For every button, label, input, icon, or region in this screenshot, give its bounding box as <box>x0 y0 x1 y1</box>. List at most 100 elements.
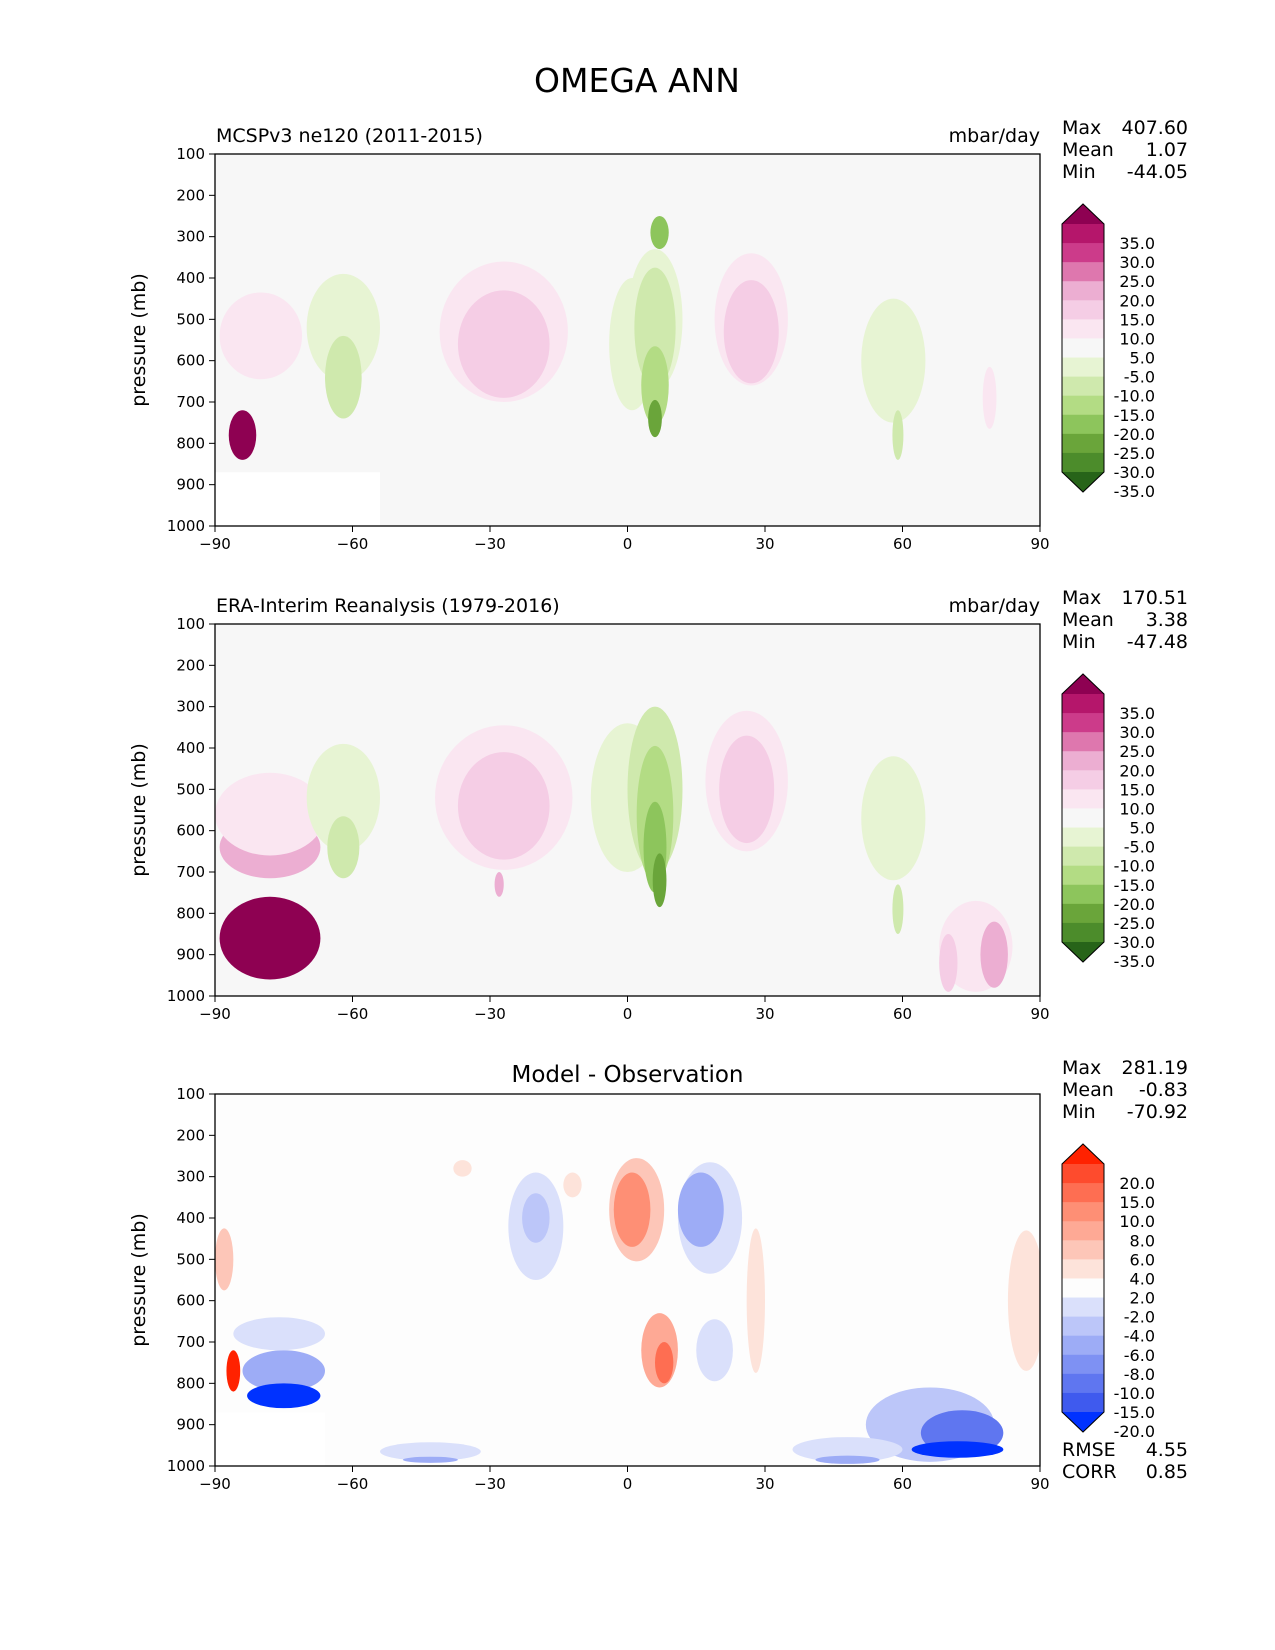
stat-value: -47.48 <box>1127 631 1188 653</box>
colorbar-cell <box>1062 224 1104 244</box>
colorbar-label: 35.0 <box>1119 234 1155 253</box>
y-axis-label: pressure (mb) <box>128 1213 150 1347</box>
contour-feature <box>228 410 257 460</box>
contour-feature <box>861 756 926 881</box>
colorbar-label: 10.0 <box>1119 329 1155 348</box>
colorbar: 35.030.025.020.015.010.05.0-5.0-10.0-15.… <box>1061 203 1155 501</box>
x-tick-label: −30 <box>474 1005 506 1023</box>
colorbar-cell <box>1062 1373 1104 1394</box>
colorbar-cell <box>1062 922 1104 943</box>
contour-feature <box>652 853 667 908</box>
y-tick-label: 900 <box>176 1416 205 1434</box>
contour-feature <box>457 290 550 398</box>
x-tick-label: 60 <box>893 535 912 553</box>
x-tick-label: 30 <box>755 1475 774 1493</box>
contour-feature <box>306 743 381 852</box>
y-tick-label: 900 <box>176 946 205 964</box>
stat-value: 3.38 <box>1146 609 1188 631</box>
colorbar-extend-top <box>1062 204 1104 224</box>
y-axis-label: pressure (mb) <box>128 743 150 877</box>
colorbar-cell <box>1062 1278 1104 1299</box>
y-tick-label: 100 <box>176 1085 205 1103</box>
contour-feature <box>327 816 360 879</box>
y-tick-label: 400 <box>176 739 205 757</box>
colorbar-label: 25.0 <box>1119 742 1155 761</box>
y-tick-label: 100 <box>176 615 205 633</box>
colorbar-label: 15.0 <box>1119 1193 1155 1212</box>
colorbar-cell <box>1062 903 1104 924</box>
y-tick-label: 200 <box>176 1126 205 1144</box>
contour-feature <box>892 410 904 460</box>
y-tick-label: 400 <box>176 269 205 287</box>
x-tick-label: 30 <box>755 535 774 553</box>
x-tick-label: 0 <box>623 535 633 553</box>
colorbar-cell <box>1062 884 1104 905</box>
stat-value: 0.85 <box>1146 1461 1188 1483</box>
contour-feature <box>980 921 1008 988</box>
colorbar-label: -6.0 <box>1124 1346 1155 1365</box>
contour-feature <box>892 884 904 934</box>
colorbar-cell <box>1062 433 1104 454</box>
contour-feature <box>719 735 775 844</box>
stat-label: CORR <box>1062 1461 1117 1483</box>
colorbar-cell <box>1062 865 1104 886</box>
contour-feature <box>563 1172 582 1198</box>
contour-field <box>215 1158 1040 1466</box>
contour-feature <box>861 298 926 423</box>
contour-feature <box>453 1160 472 1177</box>
colorbar-label: -10.0 <box>1114 387 1155 406</box>
panel-reference: −90 −60 −30 0 30 60 90 100 200 300 400 500 600 700 800… <box>128 587 1188 1023</box>
contour-feature <box>402 1456 458 1463</box>
y-tick-label: 800 <box>176 434 205 452</box>
y-tick-label: 500 <box>176 1250 205 1268</box>
colorbar-cell <box>1062 846 1104 867</box>
x-tick-label: 0 <box>623 1005 633 1023</box>
colorbar-outline <box>1061 203 1105 493</box>
stat-value: 281.19 <box>1122 1057 1188 1079</box>
contour-feature <box>306 273 381 382</box>
y-tick-label: 200 <box>176 186 205 204</box>
colorbar-extend-bottom <box>1062 942 1104 962</box>
contour-feature <box>655 1342 674 1384</box>
colorbar-cell <box>1062 1183 1104 1203</box>
contour-feature <box>219 896 321 980</box>
contour-feature <box>522 1193 550 1243</box>
y-axis-label: pressure (mb) <box>128 273 150 407</box>
colorbar-cell <box>1062 751 1104 771</box>
x-tick-label: 90 <box>1030 1005 1049 1023</box>
stat-value: 1.07 <box>1146 139 1188 161</box>
colorbar-label: -35.0 <box>1114 952 1155 971</box>
colorbar-label: 10.0 <box>1119 799 1155 818</box>
x-tick-label: −30 <box>474 535 506 553</box>
colorbar-cell <box>1062 1259 1104 1279</box>
contour-feature <box>325 335 362 419</box>
contour-feature <box>226 1350 241 1392</box>
colorbar-extend-bottom <box>1062 472 1104 492</box>
colorbar-cell <box>1062 808 1104 829</box>
colorbar-label: -4.0 <box>1124 1327 1155 1346</box>
colorbar-label: -8.0 <box>1124 1365 1155 1384</box>
colorbar-label: 6.0 <box>1130 1250 1155 1269</box>
colorbar-label: -20.0 <box>1114 1422 1155 1441</box>
contour-feature <box>613 1172 651 1247</box>
colorbar-cell <box>1062 395 1104 416</box>
stat-label: Max <box>1062 117 1101 139</box>
colorbar-cell <box>1062 262 1104 282</box>
contour-feature <box>242 1350 325 1392</box>
colorbar-label: 20.0 <box>1119 291 1155 310</box>
colorbar-outline <box>1061 673 1105 963</box>
stat-label: Max <box>1062 587 1101 609</box>
y-tick-label: 200 <box>176 656 205 674</box>
contour-feature <box>677 1172 724 1247</box>
colorbar-label: -2.0 <box>1124 1308 1155 1327</box>
colorbar-cell <box>1062 694 1104 714</box>
colorbar-extend-top <box>1062 674 1104 694</box>
y-tick-label: 800 <box>176 1374 205 1392</box>
panel-title: Model - Observation <box>511 1062 743 1088</box>
contour-feature <box>982 366 997 429</box>
y-tick-label: 300 <box>176 1168 205 1186</box>
colorbar-cell <box>1062 243 1104 263</box>
y-tick-label: 1000 <box>167 987 205 1005</box>
colorbar-cell <box>1062 1221 1104 1241</box>
colorbar-label: -10.0 <box>1114 1384 1155 1403</box>
